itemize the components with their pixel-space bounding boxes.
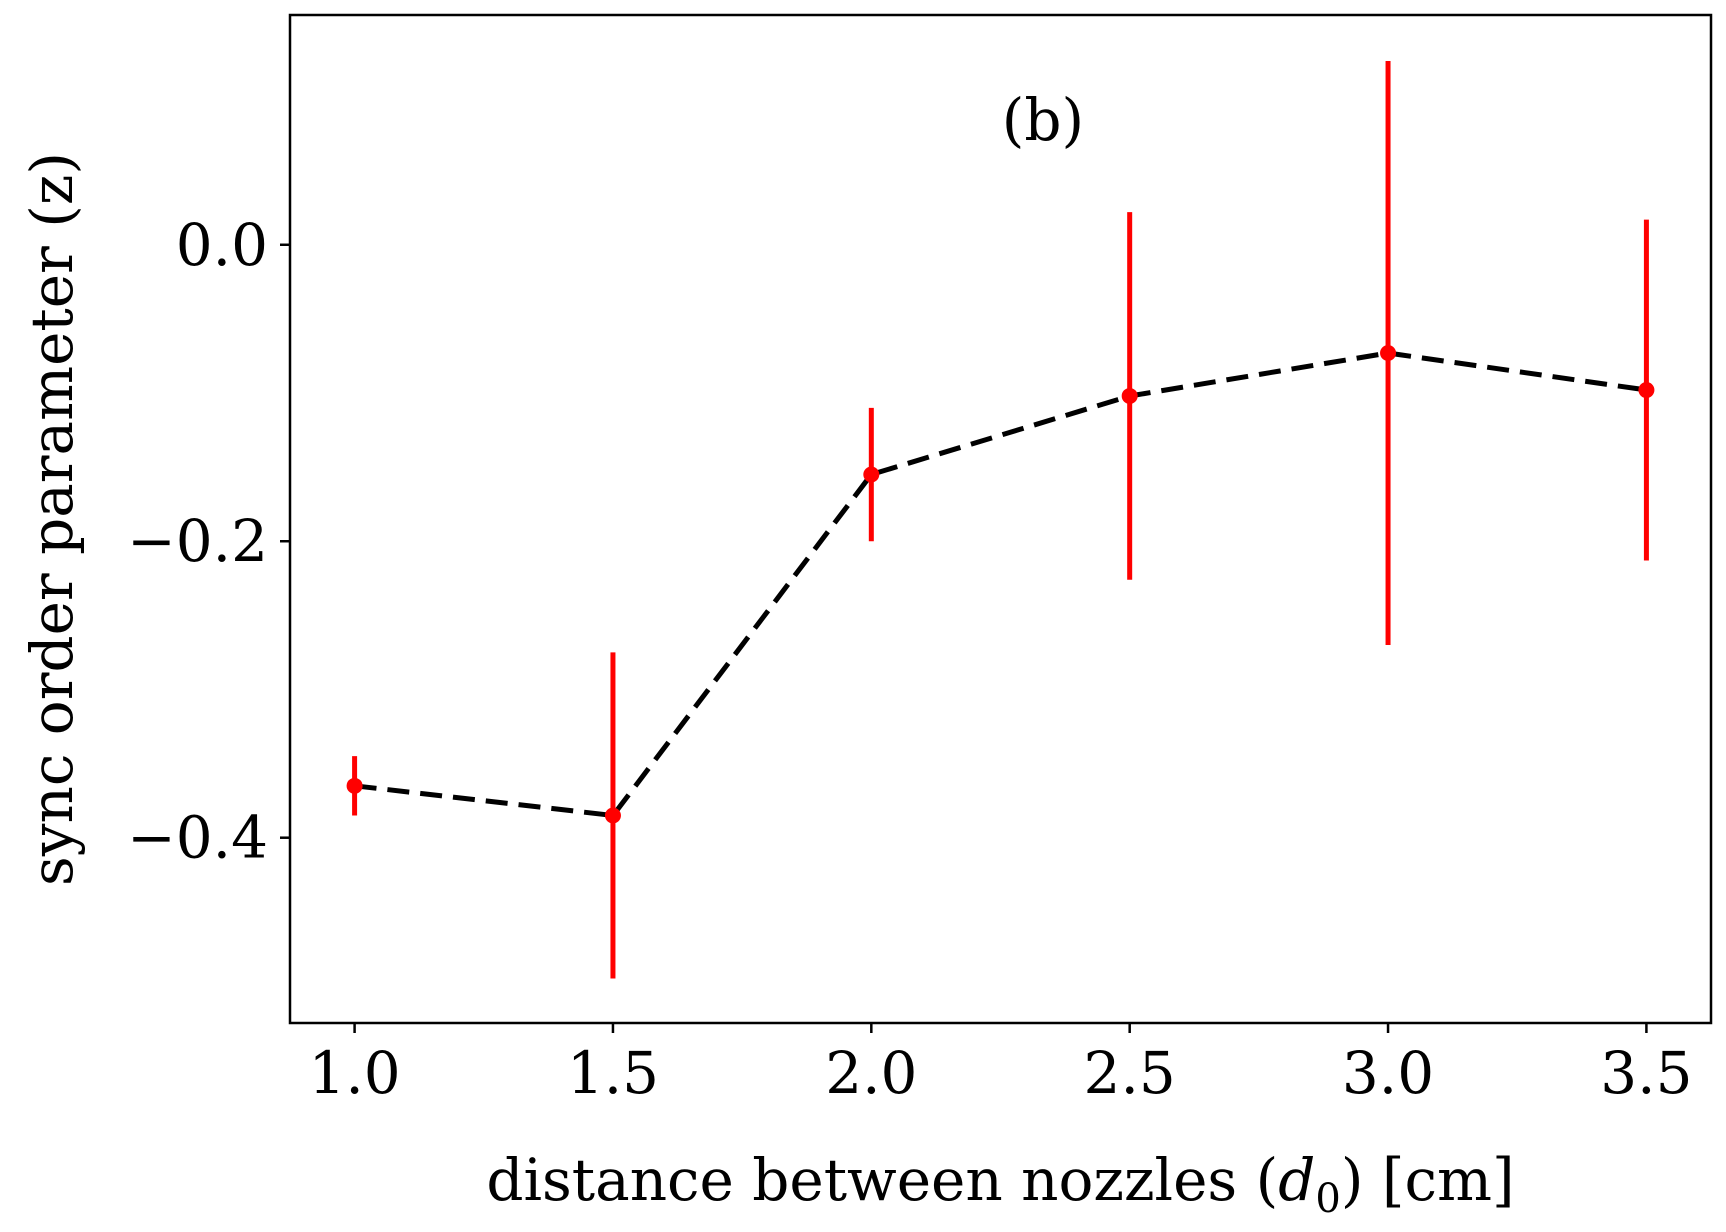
x-axis-label: distance between nozzles (d0) [cm] [486,1146,1514,1222]
y-tick-label-1: −0.2 [127,507,268,575]
series-line [354,350,1647,819]
x-tick-label-3: 2.5 [1084,1039,1176,1107]
y-axis-label: sync order parameter (z) [18,152,86,886]
x-axis-label-sub: 0 [1315,1176,1340,1222]
markers [346,344,1655,824]
data-point-1 [604,807,621,824]
data-point-4 [1380,344,1397,361]
y-axis-ticks: 0.0 −0.2 −0.4 [127,211,290,872]
y-tick-label-2: −0.4 [127,804,268,872]
x-axis-label-prefix: distance between nozzles ( [486,1146,1278,1214]
plot-frame [288,13,1713,1025]
data-point-2 [863,466,880,483]
x-axis-label-var: d [1278,1146,1315,1214]
x-axis-label-suffix: ) [cm] [1341,1146,1515,1214]
panel-label: (b) [1002,86,1084,154]
x-tick-label-1: 1.5 [567,1039,659,1107]
y-tick-label-0: 0.0 [176,211,268,279]
x-axis-ticks: 1.0 1.5 2.0 2.5 3.0 3.5 [308,1023,1693,1107]
x-tick-label-4: 3.0 [1342,1039,1434,1107]
x-tick-label-0: 1.0 [308,1039,400,1107]
data-point-3 [1121,387,1138,404]
x-tick-label-5: 3.5 [1600,1039,1692,1107]
data-point-0 [346,777,363,794]
x-tick-label-2: 2.0 [825,1039,917,1107]
data-point-5 [1638,382,1655,399]
